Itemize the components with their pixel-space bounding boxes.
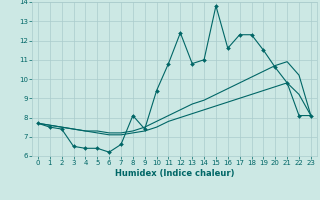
- X-axis label: Humidex (Indice chaleur): Humidex (Indice chaleur): [115, 169, 234, 178]
